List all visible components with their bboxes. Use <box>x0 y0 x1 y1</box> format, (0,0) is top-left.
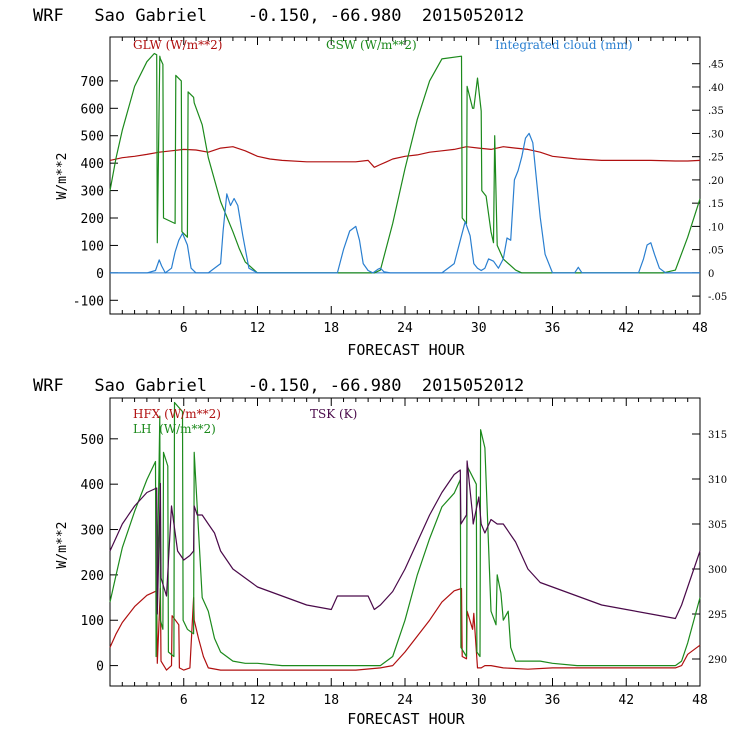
chart-1-ytick-label: 400 <box>81 157 104 172</box>
chart-1-y2tick-label: .25 <box>708 153 724 164</box>
chart-1-xtick-label: 12 <box>250 321 266 336</box>
chart-1-xtick-label: 48 <box>692 321 708 336</box>
chart-2-series-lh-line <box>109 401 701 667</box>
chart-2-xtick-label: 30 <box>471 693 487 708</box>
chart-1-xlabel: FORECAST HOUR <box>347 341 465 359</box>
chart-2-series-hfx-line <box>109 587 701 671</box>
chart-1-ytick-label: -100 <box>73 294 104 309</box>
chart-1-ytick-label: 300 <box>81 185 104 200</box>
chart-1-series-integrated-line <box>110 132 700 274</box>
chart-1-y2tick-label: .20 <box>708 176 724 187</box>
chart-1-xtick-label: 42 <box>618 321 634 336</box>
chart-1-ytick-label: 0 <box>96 267 104 282</box>
chart-1-ytick-label: 500 <box>81 130 104 145</box>
chart-1-xtick-label: 36 <box>545 321 561 336</box>
chart-1-legend-cloud: Integrated cloud (mm) <box>495 38 633 52</box>
chart-2-ylabel: W/m**2 <box>55 522 70 569</box>
chart-1-xtick-label: 24 <box>397 321 413 336</box>
chart-1-xtick-label: 30 <box>471 321 487 336</box>
chart-2-ytick-label: 400 <box>81 478 104 493</box>
chart-1-y2tick-label: .30 <box>708 129 724 140</box>
chart-1-y2tick-label: .05 <box>708 246 724 257</box>
chart-1-legend-glw: GLW (W/m**2) <box>133 38 222 52</box>
chart-2-ytick-label: 500 <box>81 433 104 448</box>
chart-2: WRF Sao Gabriel -0.150, -66.980 20150520… <box>33 376 727 728</box>
chart-2-xtick-label: 18 <box>323 693 339 708</box>
chart-2-xlabel: FORECAST HOUR <box>347 710 465 728</box>
chart-2-xtick-label: 24 <box>397 693 413 708</box>
chart-1-xtick-label: 6 <box>180 321 188 336</box>
chart-2-frame <box>109 397 701 687</box>
chart-1-y2tick-label: .45 <box>708 60 724 71</box>
chart-1-y2tick-label: .10 <box>708 222 724 233</box>
chart-1-series-glw-line <box>109 146 701 168</box>
chart-2-ytick-label: 0 <box>96 660 104 675</box>
chart-1-y2tick-label: .15 <box>708 199 724 210</box>
chart-2-title: WRF Sao Gabriel -0.150, -66.980 20150520… <box>33 376 524 396</box>
chart-2-legend-tsk: TSK (K) <box>310 407 357 421</box>
chart-2-legend-lh: LH (W/m**2) <box>133 422 216 436</box>
chart-1-ytick-label: 200 <box>81 212 104 227</box>
chart-1-ytick-label: 600 <box>81 102 104 117</box>
chart-2-y2tick-label: 295 <box>708 610 727 621</box>
chart-1-xtick-label: 18 <box>323 321 339 336</box>
chart-2-y2tick-label: 315 <box>708 430 727 441</box>
chart-1-ytick-label: 100 <box>81 239 104 254</box>
chart-1-ylabel: W/m**2 <box>55 153 70 200</box>
chart-1-title: WRF Sao Gabriel -0.150, -66.980 20150520… <box>33 6 524 26</box>
chart-2-y2tick-label: 300 <box>708 565 727 576</box>
chart-2-xtick-label: 48 <box>692 693 708 708</box>
chart-2-y2tick-label: 310 <box>708 475 727 486</box>
chart-2-ytick-label: 100 <box>81 614 104 629</box>
chart-2-xtick-label: 36 <box>545 693 561 708</box>
chart-1-y2tick-label: -.05 <box>708 292 727 303</box>
chart-1-legend-gsw: GSW (W/m**2) <box>326 38 417 52</box>
chart-2-y2tick-label: 290 <box>708 655 727 666</box>
chart-1-ytick-label: 700 <box>81 75 104 90</box>
chart-2-ytick-label: 200 <box>81 569 104 584</box>
chart-2-y2tick-label: 305 <box>708 520 727 531</box>
chart-2-legend-hfx: HFX (W/m**2) <box>133 407 221 421</box>
chart-2-ytick-label: 300 <box>81 524 104 539</box>
chart-1: WRF Sao Gabriel -0.150, -66.980 20150520… <box>33 6 727 359</box>
chart-1-y2tick-label: .40 <box>708 83 724 94</box>
chart-1-y2tick-label: 0 <box>708 269 714 280</box>
chart-2-series-tsk-line <box>109 460 701 620</box>
chart-1-series-gsw-line <box>109 52 701 274</box>
chart-1-y2tick-label: .35 <box>708 106 724 117</box>
chart-2-xtick-label: 12 <box>250 693 266 708</box>
chart-2-xtick-label: 42 <box>618 693 634 708</box>
chart-2-xtick-label: 6 <box>180 693 188 708</box>
